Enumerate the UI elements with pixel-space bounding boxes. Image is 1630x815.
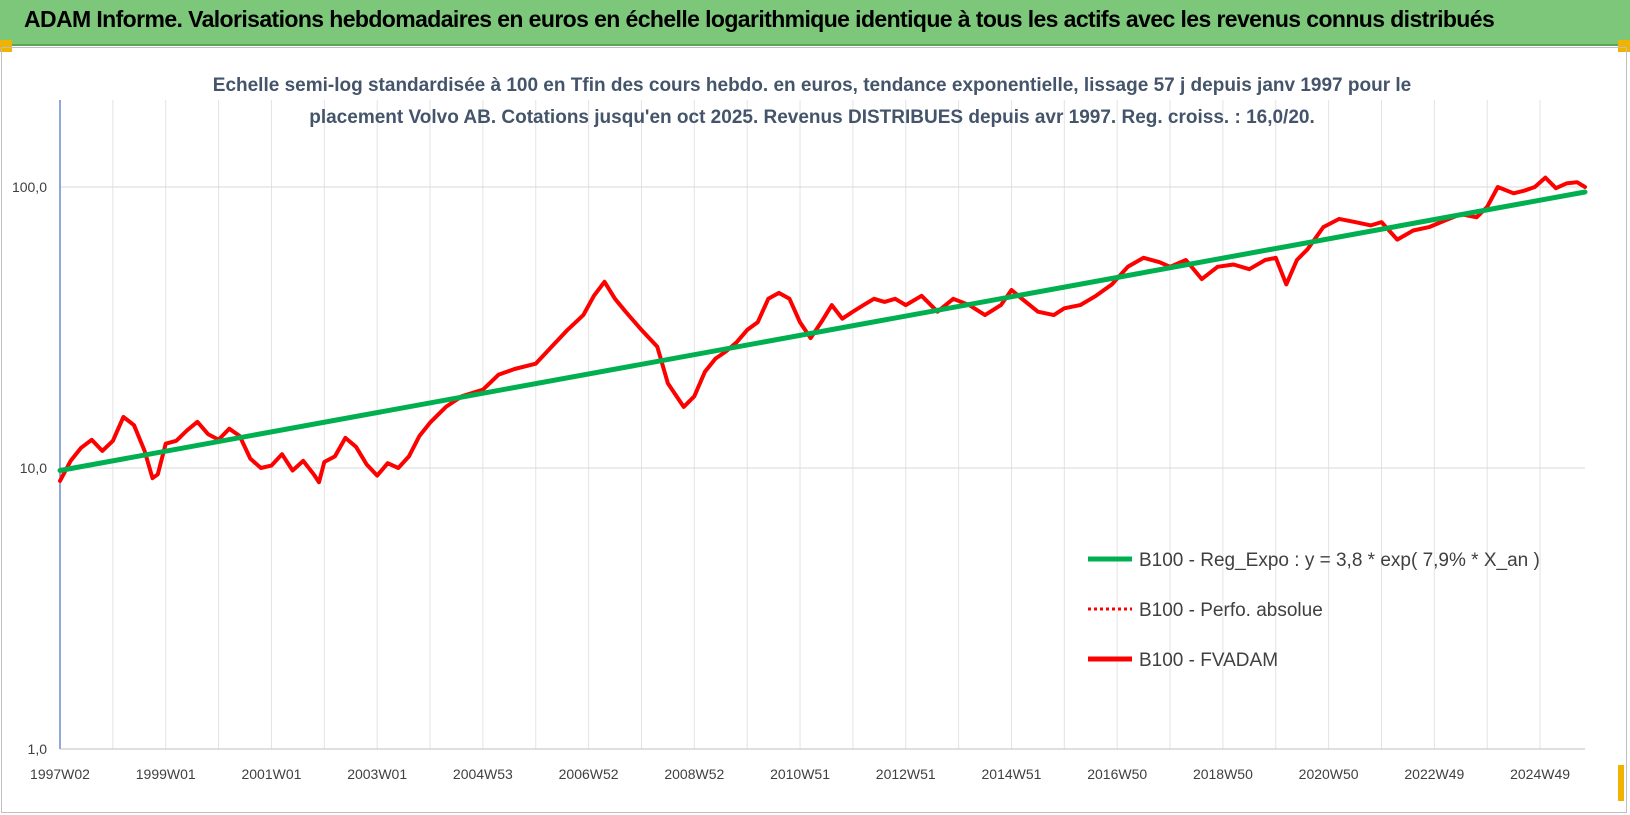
x-tick-label: 2018W50	[1193, 766, 1253, 782]
y-tick-label: 1,0	[28, 741, 48, 757]
chart-subtitle-line-2: placement Volvo AB. Cotations jusqu'en o…	[309, 107, 1315, 128]
legend-label: B100 - Reg_Expo : y = 3,8 * exp( 7,9% * …	[1139, 550, 1540, 571]
x-tick-labels: 1997W02 1999W01 2001W01 2003W01 2004W53 2006W…	[30, 766, 1570, 782]
corner-marker	[1618, 765, 1624, 801]
x-tick-label: 2010W51	[770, 766, 830, 782]
series-layer	[57, 175, 1588, 485]
legend: B100 - Reg_Expo : y = 3,8 * exp( 7,9% * …	[1088, 550, 1540, 671]
y-tick-label: 10,0	[20, 460, 47, 476]
y-tick-label: 100,0	[12, 179, 47, 195]
x-tick-label: 2020W50	[1299, 766, 1359, 782]
x-tick-label: 1997W02	[30, 766, 90, 782]
x-tick-label: 2022W49	[1404, 766, 1464, 782]
corner-marker	[0, 40, 12, 52]
x-tick-label: 1999W01	[136, 766, 196, 782]
chart-frame	[1, 47, 1627, 813]
trend-line	[57, 189, 1588, 473]
legend-label: B100 - Perfo. absolue	[1139, 600, 1323, 621]
x-tick-label: 2004W53	[453, 766, 513, 782]
x-tick-label: 2006W52	[559, 766, 619, 782]
corner-marker	[1618, 40, 1630, 52]
x-tick-label: 2016W50	[1087, 766, 1147, 782]
x-tick-label: 2024W49	[1510, 766, 1570, 782]
y-tick-labels: 1,0 10,0 100,0	[12, 179, 47, 757]
x-tick-label: 2003W01	[347, 766, 407, 782]
x-tick-label: 2008W52	[664, 766, 724, 782]
legend-label: B100 - FVADAM	[1139, 650, 1278, 671]
x-tick-label: 2014W51	[982, 766, 1042, 782]
page-title: ADAM Informe. Valorisations hebdomadaire…	[24, 6, 1495, 32]
header-bar: ADAM Informe. Valorisations hebdomadaire…	[0, 0, 1630, 46]
grid-layer	[60, 100, 1585, 750]
x-tick-label: 2001W01	[241, 766, 301, 782]
chart-subtitle-line-1: Echelle semi-log standardisée à 100 en T…	[213, 75, 1411, 96]
x-tick-label: 2012W51	[876, 766, 936, 782]
